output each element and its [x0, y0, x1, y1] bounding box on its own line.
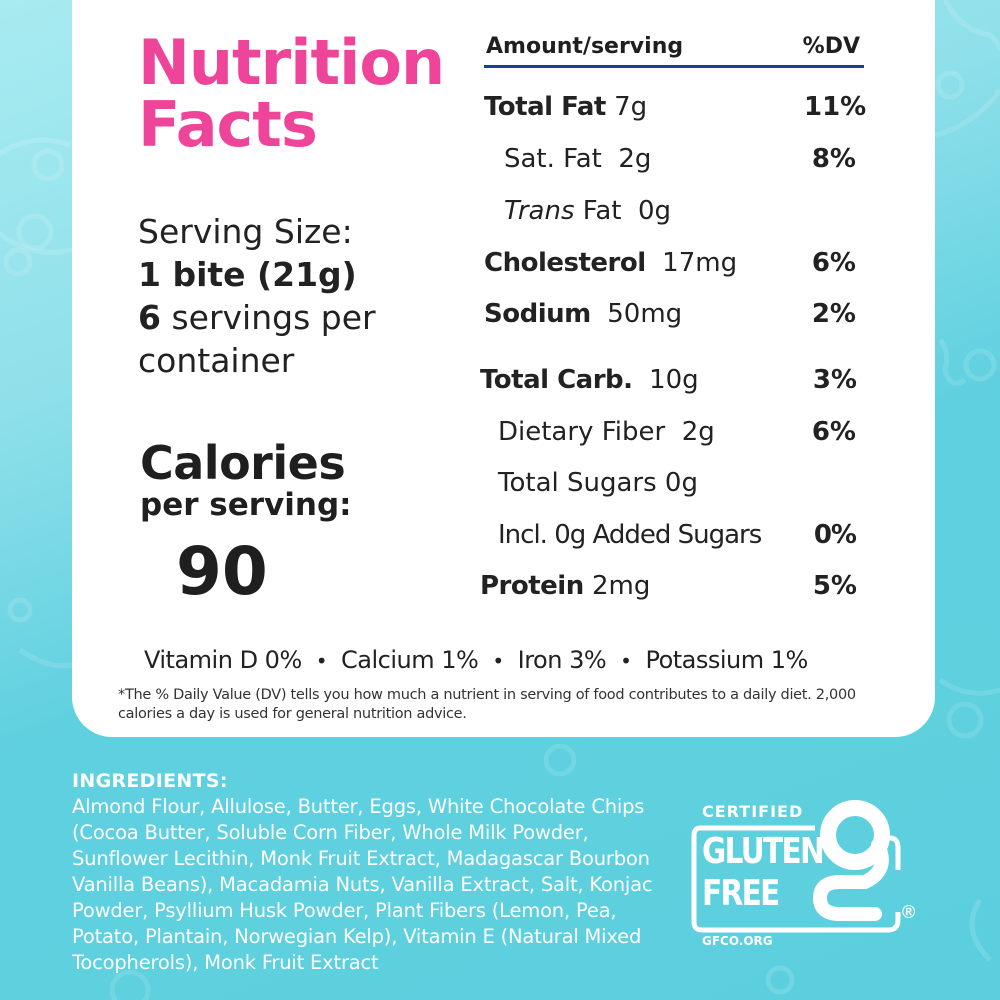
nutrient-amount: 2g: [618, 144, 652, 174]
nutrient-amount: 7g: [614, 92, 648, 122]
vitamin-d: Vitamin D 0%: [144, 646, 302, 674]
nutrient-name: Dietary Fiber: [498, 417, 666, 447]
nutrient-row-trans-fat: Trans Fat 0g: [484, 196, 864, 226]
bullet-separator: •: [620, 649, 632, 673]
servings-per-container: 6 servings per: [138, 296, 376, 339]
nutrient-row-total-carb: Total Carb. 10g 3%: [480, 365, 860, 395]
serving-size-value: 1 bite (21g): [138, 255, 357, 294]
nutrient-name-italic: Trans: [504, 196, 575, 226]
calories-title: Calories: [140, 436, 346, 490]
nutrient-dv: [804, 196, 864, 226]
gfco-url: GFCO.ORG: [702, 934, 773, 948]
nutrition-card: Nutrition Facts Serving Size: 1 bite (21…: [72, 0, 935, 737]
gluten-text: GLUTEN: [702, 831, 825, 872]
servings-count: 6: [138, 298, 161, 337]
title-line-1: Nutrition: [138, 26, 445, 99]
title-line-2: Facts: [138, 88, 318, 161]
nutrient-name: Protein: [480, 571, 584, 601]
servings-text: servings per: [160, 298, 376, 337]
nutrient-dv: 6%: [811, 248, 856, 278]
ingredients-text: Almond Flour, Allulose, Butter, Eggs, Wh…: [72, 795, 653, 974]
registered-mark: ®: [902, 902, 916, 922]
nutrient-name: Incl. 0g Added Sugars: [498, 520, 762, 550]
certified-gluten-free-badge: CERTIFIED GLUTEN FREE ® GFCO.ORG: [690, 790, 930, 960]
free-text: FREE: [702, 873, 780, 914]
calories-value: 90: [176, 533, 268, 610]
nutrient-dv: 2%: [811, 299, 856, 329]
table-header: Amount/serving %DV: [484, 34, 864, 68]
servings-text-container: container: [138, 341, 295, 380]
calories-subtitle: per serving:: [140, 487, 352, 523]
nutrient-name: Total Fat: [484, 92, 606, 122]
calcium: Calcium 1%: [341, 646, 479, 674]
nutrient-amount: 10g: [649, 365, 699, 395]
nutrient-dv: 6%: [811, 417, 856, 447]
nutrient-row-total-fat: Total Fat 7g 11%: [484, 92, 867, 122]
nutrient-amount: 0g: [664, 468, 698, 498]
nutrient-row-total-sugars: Total Sugars 0g: [478, 468, 858, 498]
nutrient-row-dietary-fiber: Dietary Fiber 2g 6%: [478, 417, 858, 447]
nutrient-row-sodium: Sodium 50mg 2%: [484, 299, 864, 329]
nutrient-name: Total Carb.: [480, 365, 633, 395]
nutrient-dv: 0%: [813, 520, 857, 550]
nutrient-dv: 11%: [804, 92, 867, 122]
vitamins-minerals-line: Vitamin D 0% • Calcium 1% • Iron 3% • Potassiu…: [144, 646, 844, 674]
nutrient-amount: 2g: [681, 417, 715, 447]
serving-info: Serving Size: 1 bite (21g) 6 servings pe…: [138, 210, 376, 382]
ingredients-section: INGREDIENTS: Almond Flour, Allulose, But…: [72, 770, 682, 976]
nutrient-dv: [798, 468, 858, 498]
nutrition-facts-title: Nutrition Facts: [138, 26, 445, 161]
certified-text: CERTIFIED: [702, 802, 804, 821]
serving-size-label: Serving Size:: [138, 212, 353, 251]
nutrient-amount: 50mg: [607, 299, 683, 329]
nutrient-name: Fat: [574, 196, 622, 226]
nutrient-amount: 2mg: [592, 571, 651, 601]
nutrient-name: Sat. Fat: [504, 144, 602, 174]
potassium: Potassium 1%: [645, 646, 808, 674]
nutrient-amount: 17mg: [662, 248, 738, 278]
nutrient-name: Total Sugars: [498, 468, 657, 498]
nutrient-dv: 5%: [812, 571, 857, 601]
nutrient-name: Cholesterol: [484, 248, 646, 278]
nutrient-dv: 8%: [811, 144, 856, 174]
bullet-separator: •: [492, 649, 504, 673]
nutrient-amount: 0g: [638, 196, 672, 226]
bullet-separator: •: [315, 649, 328, 673]
nutrient-table: Amount/serving %DV Total Fat 7g 11% Sat.…: [480, 34, 866, 601]
nutrient-row-added-sugars: Incl. 0g Added Sugars 0%: [478, 520, 858, 550]
nutrient-row-protein: Protein 2mg 5%: [480, 571, 860, 601]
nutrient-dv: 3%: [812, 365, 857, 395]
nutrient-row-cholesterol: Cholesterol 17mg 6%: [484, 248, 864, 278]
calories-block: Calories per serving: 90: [140, 438, 352, 608]
ingredients-heading: INGREDIENTS:: [72, 770, 228, 792]
header-amount: Amount/serving: [486, 34, 684, 59]
header-dv: %DV: [802, 34, 860, 59]
daily-value-footnote: *The % Daily Value (DV) tells you how mu…: [118, 687, 856, 722]
gluten-free-g-logo-icon: [691, 800, 901, 933]
nutrient-name: Sodium: [484, 299, 591, 329]
nutrient-row-sat-fat: Sat. Fat 2g 8%: [484, 144, 864, 174]
iron: Iron 3%: [517, 646, 607, 674]
